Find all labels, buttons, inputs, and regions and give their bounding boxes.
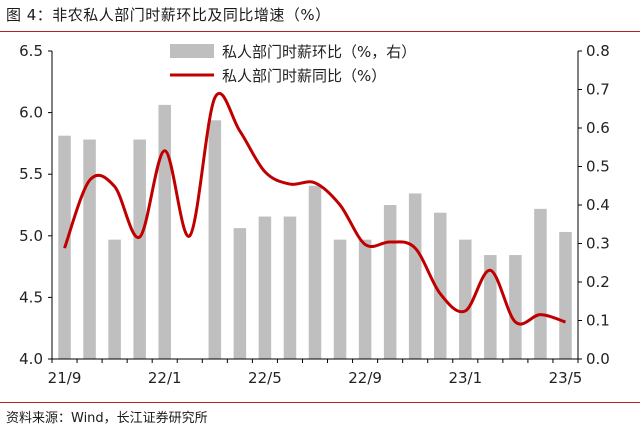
bar xyxy=(509,255,522,359)
bar xyxy=(459,239,472,359)
series-line-yoy xyxy=(63,92,566,326)
bar xyxy=(208,120,222,359)
right-tick-label: 0.1 xyxy=(586,312,610,330)
bar xyxy=(108,239,121,359)
legend-label-line: 私人部门时薪同比（%） xyxy=(222,67,386,85)
legend-swatch-bar xyxy=(170,44,214,58)
right-tick-label: 0.3 xyxy=(586,235,610,253)
bar xyxy=(408,193,422,359)
left-tick-label: 6.0 xyxy=(19,104,43,122)
right-tick-label: 0.5 xyxy=(586,158,610,176)
x-tick-label: 23/1 xyxy=(448,369,482,387)
bar xyxy=(158,104,171,360)
x-tick-label: 22/9 xyxy=(348,369,382,387)
x-tick-label: 22/5 xyxy=(248,369,282,387)
title-rule xyxy=(0,31,640,32)
bar xyxy=(133,139,146,359)
x-tick-label: 23/5 xyxy=(549,369,583,387)
legend-label-bar: 私人部门时薪环比（%，右） xyxy=(222,43,416,61)
left-tick-label: 5.5 xyxy=(19,165,43,183)
left-tick-label: 4.5 xyxy=(19,288,43,306)
left-tick-label: 5.0 xyxy=(19,227,43,245)
bar xyxy=(433,212,447,359)
bar xyxy=(559,231,572,359)
bar xyxy=(484,255,497,359)
left-tick-label: 6.5 xyxy=(19,42,43,60)
right-tick-label: 0.6 xyxy=(586,119,610,137)
bar xyxy=(308,185,322,359)
x-tick-label: 22/1 xyxy=(148,369,182,387)
chart: 4.0 4.5 5.0 5.5 6.0 6.5 0.0 0.1 0.2 0.3 0.4 0.5 0.6 0… xyxy=(19,42,610,387)
bar xyxy=(383,205,397,359)
right-tick-label: 0.0 xyxy=(586,350,610,368)
left-tick-label: 4.0 xyxy=(19,350,43,368)
bar xyxy=(358,239,372,359)
bar xyxy=(83,139,96,359)
source-rule xyxy=(0,402,640,403)
figure-title: 图 4：非农私人部门时薪环比及同比增速（%） xyxy=(6,6,331,24)
right-tick-label: 0.7 xyxy=(586,81,610,99)
right-tick-label: 0.2 xyxy=(586,273,610,291)
x-tick-label: 21/9 xyxy=(48,369,82,387)
right-tick-label: 0.4 xyxy=(586,196,610,214)
right-tick-label: 0.8 xyxy=(586,42,610,60)
bar xyxy=(283,216,297,359)
bar xyxy=(233,228,247,359)
bar xyxy=(333,239,347,359)
bar xyxy=(534,208,547,359)
bar xyxy=(258,216,272,359)
source-note: 资料来源：Wind，长江证券研究所 xyxy=(6,411,208,426)
